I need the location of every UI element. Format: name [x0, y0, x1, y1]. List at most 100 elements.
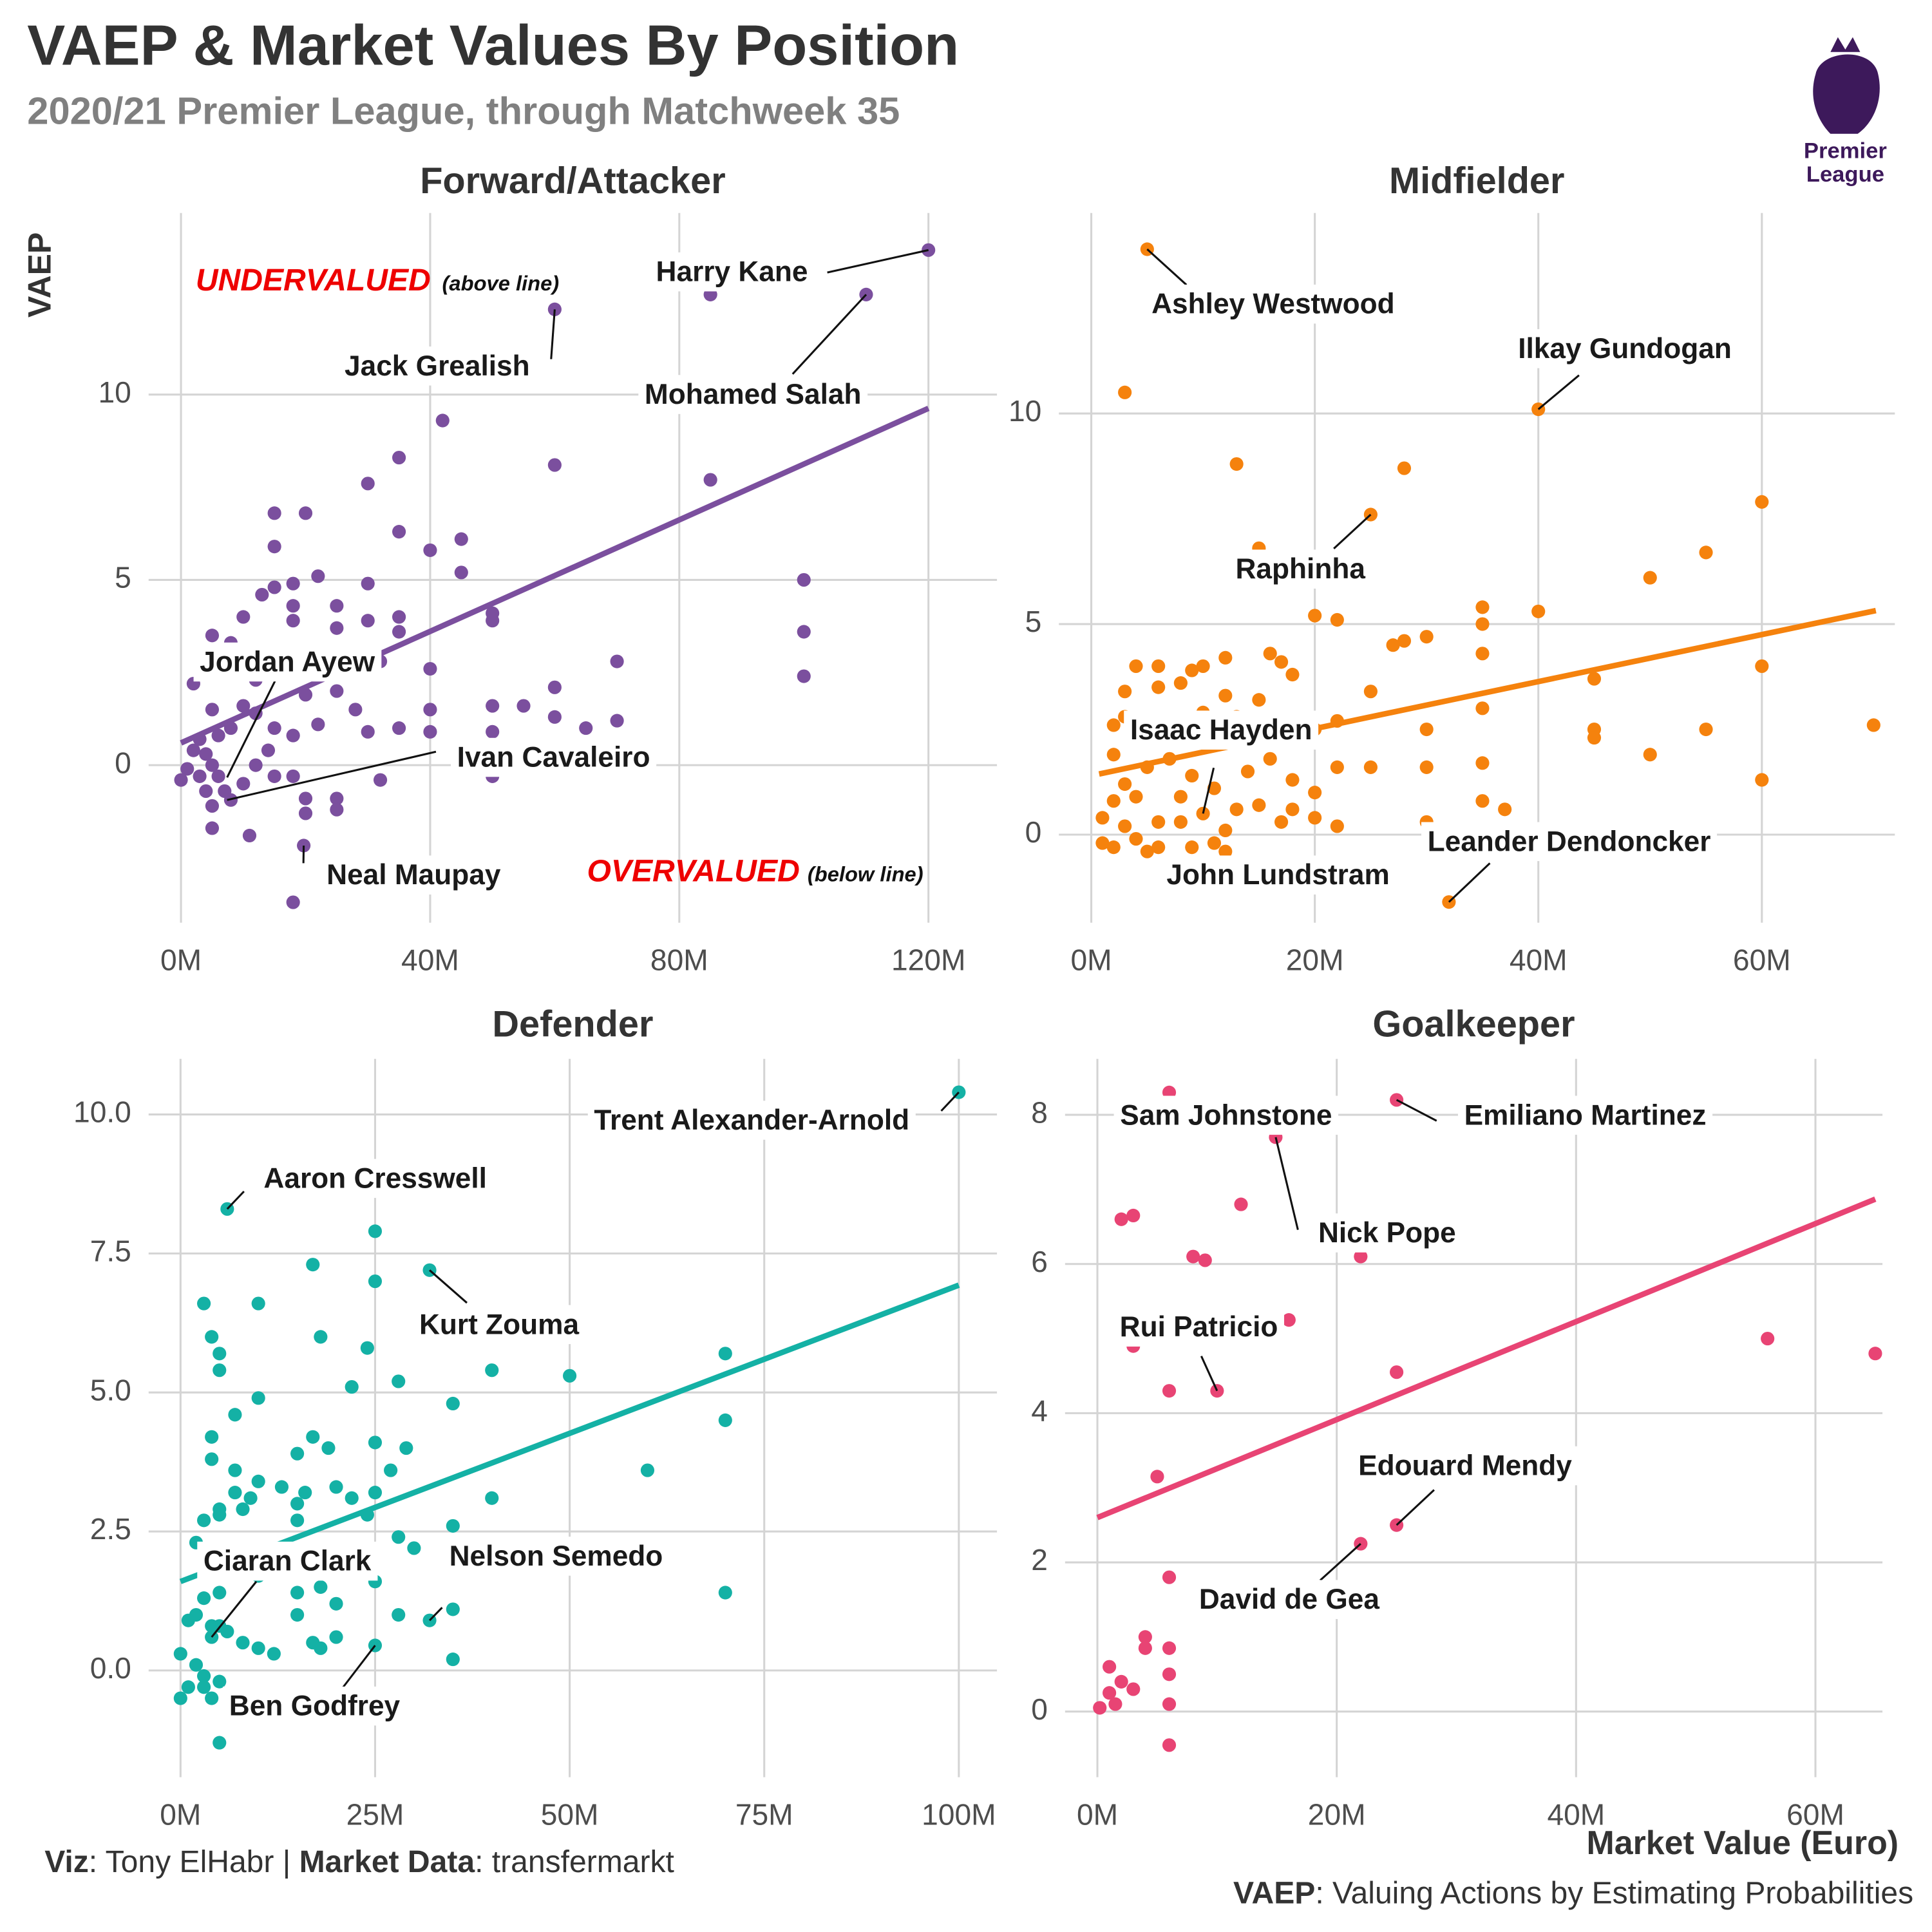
x-tick-label: 40M: [1547, 1797, 1605, 1831]
point: [181, 1613, 195, 1627]
point: [368, 1274, 383, 1289]
point: [435, 413, 450, 428]
point: [454, 532, 468, 546]
y-tick-label: 2.5: [90, 1512, 131, 1546]
point: [1218, 844, 1233, 858]
point: [1151, 680, 1166, 694]
point: [196, 1296, 211, 1311]
x-tick-label: 25M: [346, 1797, 404, 1831]
panel: Forward/Attacker 0 5 10 0M 40M 80M 120M Harry Ka…: [99, 160, 998, 976]
x-tick-label: 80M: [650, 943, 708, 976]
point: [423, 661, 437, 676]
y-tick-label: 10: [1009, 394, 1041, 428]
annotation: Jack Grealish: [345, 350, 530, 382]
point: [454, 565, 468, 580]
y-tick-label: 10.0: [73, 1095, 131, 1129]
point: [1151, 659, 1166, 674]
annotation: Ivan Cavaleiro: [457, 742, 650, 773]
point: [286, 895, 300, 909]
point: [181, 1680, 195, 1694]
point: [1129, 831, 1143, 846]
point: [330, 599, 344, 613]
trend-line: [1096, 1196, 1877, 1520]
point: [286, 728, 300, 743]
point: [1475, 617, 1490, 631]
point: [236, 1502, 250, 1517]
point: [196, 1669, 211, 1683]
point: [579, 721, 593, 735]
point: [189, 1658, 204, 1672]
point: [1118, 385, 1132, 399]
point: [1868, 1347, 1882, 1361]
point: [446, 1602, 460, 1616]
point: [213, 1508, 227, 1522]
point: [205, 1691, 219, 1705]
x-tick-label: 100M: [922, 1797, 996, 1831]
point: [321, 1441, 336, 1455]
point: [361, 614, 375, 628]
point: [251, 1641, 265, 1655]
point: [180, 762, 194, 776]
point: [1129, 790, 1143, 804]
point: [193, 732, 207, 746]
caption-right: VAEP: Valuing Actions by Estimating Prob…: [1233, 1875, 1913, 1910]
point: [205, 703, 219, 717]
point: [1274, 655, 1289, 669]
title: VAEP & Market Values By Position: [27, 13, 959, 77]
point: [423, 703, 437, 717]
label-background: [1113, 1095, 1339, 1135]
point: [1282, 1313, 1296, 1327]
point: [547, 458, 562, 472]
y-tick-label: 6: [1031, 1245, 1048, 1278]
annotation: Emiliano Martinez: [1464, 1099, 1707, 1131]
point: [392, 450, 406, 465]
annotation: Kurt Zouma: [419, 1309, 580, 1340]
point: [205, 758, 219, 772]
point: [205, 799, 219, 813]
point: [718, 1413, 732, 1427]
point: [1103, 1686, 1117, 1700]
point: [399, 1441, 413, 1455]
panel-title: Defender: [492, 1003, 653, 1045]
point: [330, 791, 344, 806]
point: [1397, 461, 1412, 475]
point: [213, 1736, 227, 1750]
annotation: Ben Godfrey: [229, 1690, 401, 1722]
point: [392, 625, 406, 639]
caption-part: : Tony ElHabr |: [89, 1844, 299, 1879]
label-background: [649, 252, 815, 292]
point: [1330, 760, 1344, 774]
point: [196, 1513, 211, 1528]
point: [1354, 1249, 1368, 1264]
annotation: Mohamed Salah: [645, 379, 862, 410]
point: [329, 1596, 343, 1611]
leader-line: [1396, 1099, 1437, 1122]
point: [290, 1446, 305, 1461]
point: [1118, 777, 1132, 791]
logo-lion: [1813, 54, 1880, 134]
point: [345, 1491, 359, 1505]
y-tick-label: 5: [1025, 605, 1042, 638]
x-tick-label: 20M: [1308, 1797, 1366, 1831]
point: [1643, 571, 1657, 585]
point: [1138, 1630, 1152, 1644]
point: [1419, 630, 1434, 644]
point: [330, 802, 344, 817]
point: [547, 680, 562, 694]
label-background: [638, 375, 868, 414]
panel-title: Forward/Attacker: [420, 160, 725, 202]
label-background: [320, 855, 507, 895]
annotation: Neal Maupay: [327, 859, 501, 891]
point: [228, 1463, 242, 1477]
x-tick-label: 40M: [401, 943, 459, 976]
point: [1419, 760, 1434, 774]
logo: Premier League: [1804, 37, 1887, 187]
y-tick-label: 0.0: [90, 1651, 131, 1685]
point: [486, 614, 500, 628]
point: [361, 724, 375, 739]
label-background: [1113, 1307, 1285, 1347]
point: [213, 1347, 227, 1361]
annotation: Nelson Semedo: [450, 1540, 663, 1572]
y-tick-label: 5.0: [90, 1373, 131, 1406]
